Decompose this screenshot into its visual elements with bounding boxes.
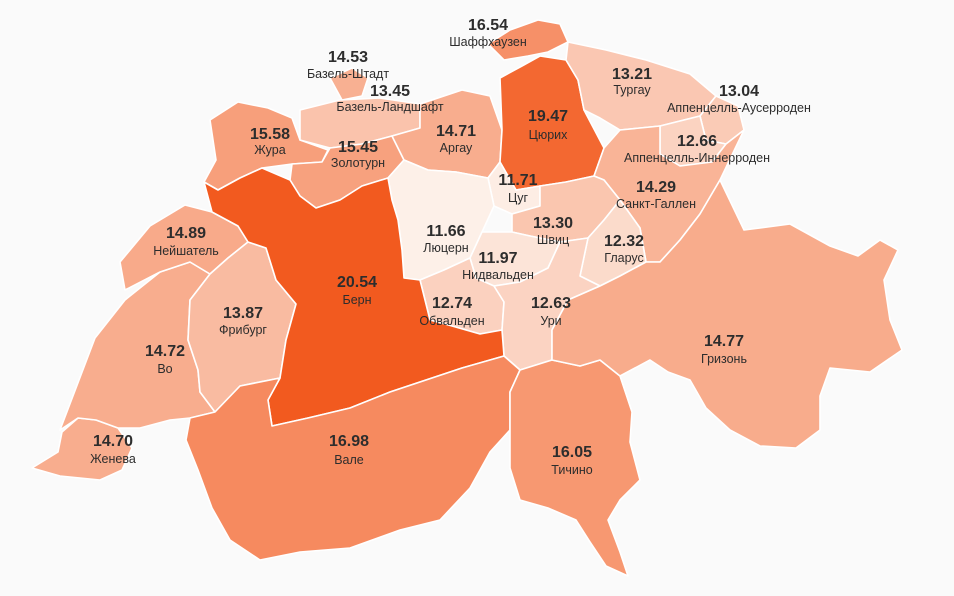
label-value-geneva: 14.70 [93, 433, 133, 450]
label-name-obwalden: Обвальден [419, 314, 484, 328]
label-name-graubunden: Гризонь [701, 352, 747, 366]
label-value-aargau: 14.71 [436, 123, 476, 140]
label-value-neuchatel: 14.89 [166, 225, 206, 242]
label-value-graubunden: 14.77 [704, 333, 744, 350]
label-value-nidwalden: 11.97 [478, 250, 517, 267]
region-geneva[interactable] [31, 417, 133, 481]
label-value-basel-land: 13.45 [370, 83, 410, 100]
label-name-vaud: Во [157, 362, 172, 376]
label-name-thurgau: Тургау [613, 83, 651, 97]
label-name-basel-land: Базель-Ландшафт [336, 100, 443, 114]
label-name-basel-stadt: Базель-Штадт [307, 67, 389, 81]
label-name-appenzell-ir: Аппенцелль-Иннерроден [624, 151, 770, 165]
label-value-jura: 15.58 [250, 126, 290, 143]
label-name-fribourg: Фрибург [219, 323, 267, 337]
label-value-schaffhausen: 16.54 [468, 17, 508, 34]
label-name-valais: Вале [334, 453, 364, 467]
label-value-bern: 20.54 [337, 274, 377, 291]
label-name-ticino: Тичино [551, 463, 592, 477]
label-value-valais: 16.98 [329, 433, 369, 450]
label-name-st-gallen: Санкт-Галлен [616, 197, 696, 211]
label-value-zurich: 19.47 [528, 108, 568, 125]
label-name-schwyz: Швиц [537, 233, 569, 247]
label-name-glarus: Гларус [604, 251, 643, 265]
label-value-zug: 11.71 [498, 172, 537, 189]
label-value-thurgau: 13.21 [612, 66, 652, 83]
label-name-luzern: Люцерн [423, 241, 469, 255]
label-name-solothurn: Золотурн [331, 156, 385, 170]
label-value-uri: 12.63 [531, 295, 571, 312]
label-name-jura: Жура [254, 143, 285, 157]
label-name-schaffhausen: Шаффхаузен [449, 35, 527, 49]
canton-regions [31, 19, 903, 577]
label-name-zug: Цуг [508, 191, 528, 205]
label-name-uri: Ури [540, 314, 561, 328]
region-basel-stadt[interactable] [329, 67, 369, 101]
label-name-bern: Берн [342, 293, 371, 307]
label-name-neuchatel: Нейшатель [153, 244, 219, 258]
label-name-appenzell-ar: Аппенцелль-Аусерроден [667, 101, 811, 115]
label-value-appenzell-ir: 12.66 [677, 133, 717, 150]
label-value-st-gallen: 14.29 [636, 179, 676, 196]
label-value-appenzell-ar: 13.04 [719, 83, 759, 100]
label-name-aargau: Аргау [440, 141, 473, 155]
label-value-luzern: 11.66 [426, 223, 465, 240]
label-value-ticino: 16.05 [552, 444, 592, 461]
label-name-zurich: Цюрих [529, 128, 569, 142]
region-graubunden[interactable] [551, 179, 903, 449]
label-value-schwyz: 13.30 [533, 215, 573, 232]
label-value-glarus: 12.32 [604, 233, 644, 250]
label-name-nidwalden: Нидвальден [462, 268, 534, 282]
label-value-solothurn: 15.45 [338, 139, 378, 156]
label-value-basel-stadt: 14.53 [328, 49, 368, 66]
label-value-fribourg: 13.87 [223, 305, 263, 322]
label-value-vaud: 14.72 [145, 343, 185, 360]
label-name-geneva: Женева [90, 452, 136, 466]
label-value-obwalden: 12.74 [432, 295, 472, 312]
region-bern[interactable] [203, 167, 505, 427]
